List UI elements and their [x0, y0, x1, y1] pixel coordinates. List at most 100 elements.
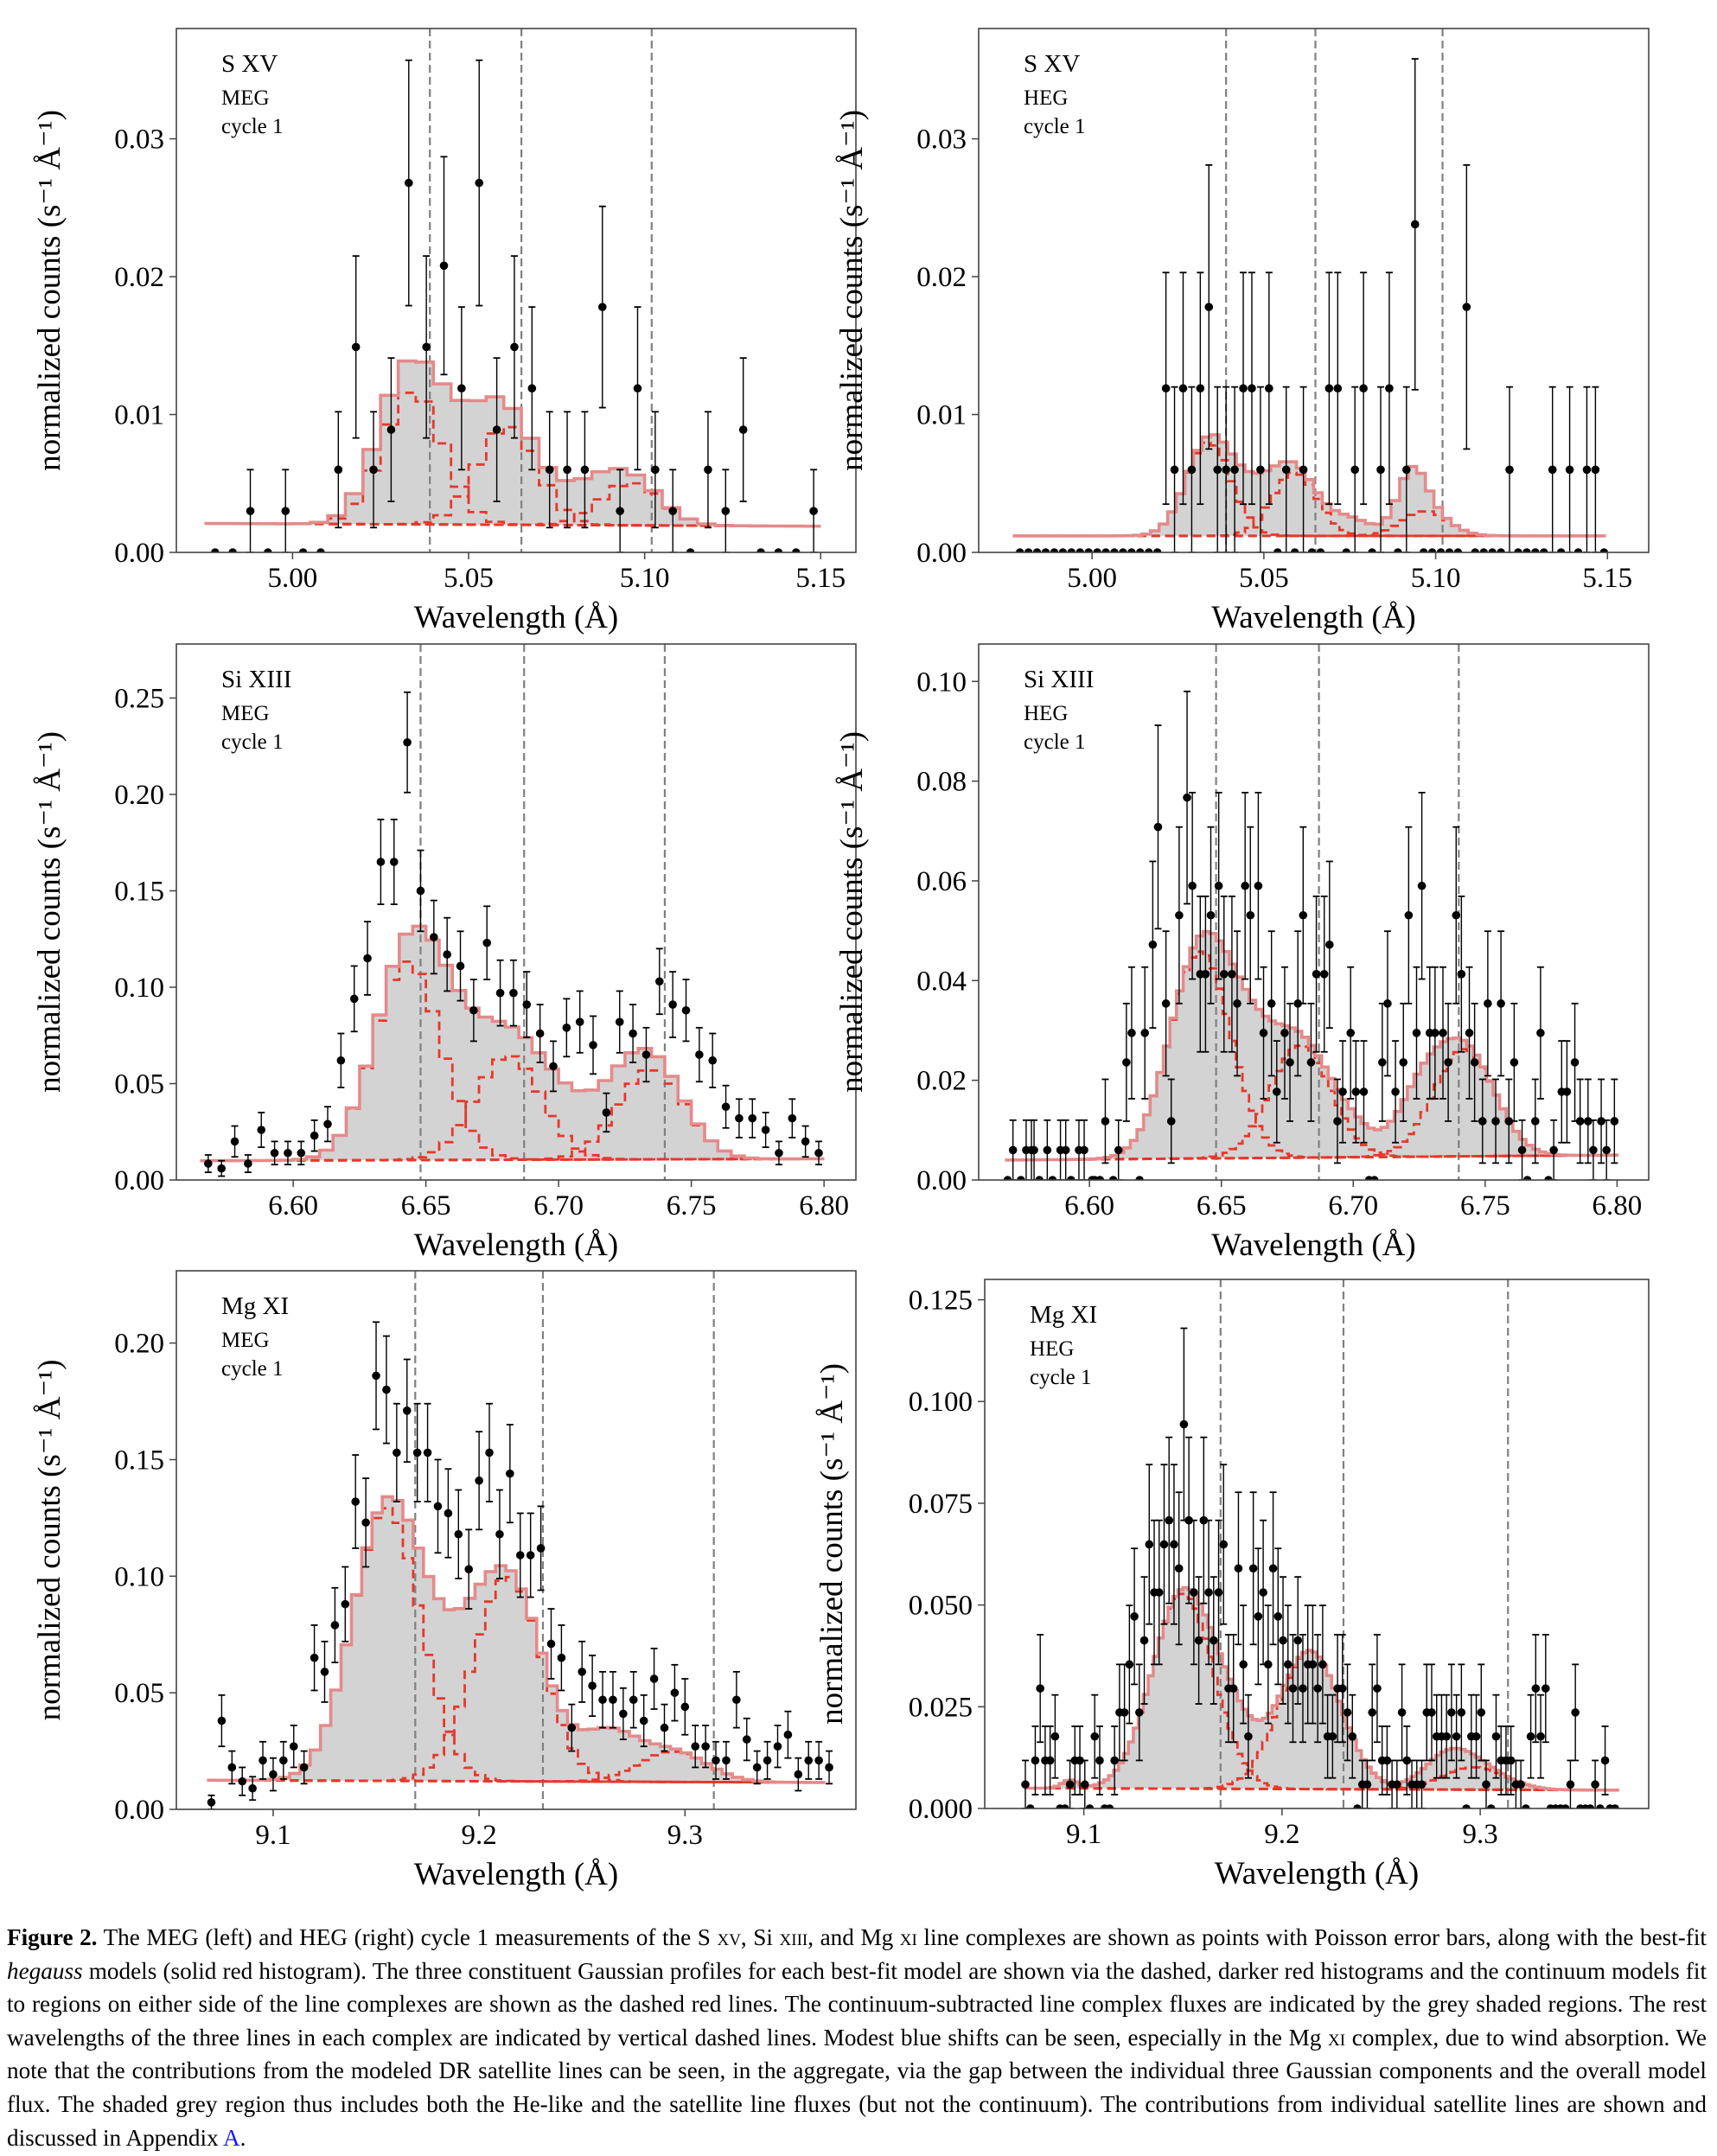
- data-point: [386, 425, 396, 434]
- line-flux-fill: [200, 926, 825, 1161]
- y-tick-label: 0.15: [114, 876, 164, 907]
- data-point: [1308, 1660, 1318, 1669]
- data-point: [1288, 1684, 1298, 1693]
- data-point: [535, 1029, 545, 1038]
- data-point: [522, 1000, 532, 1009]
- data-point: [546, 1639, 556, 1649]
- data-point: [1439, 1029, 1447, 1037]
- data-point: [1402, 465, 1411, 475]
- data-point: [299, 1763, 309, 1772]
- data-point: [1479, 548, 1489, 552]
- data-point: [1095, 1176, 1105, 1180]
- data-point: [1368, 1708, 1376, 1717]
- data-point: [545, 465, 554, 475]
- data-point: [404, 178, 413, 188]
- data-point: [1530, 1117, 1540, 1126]
- data-point: [376, 858, 386, 866]
- data-point: [1187, 465, 1197, 475]
- x-tick-label: 6.65: [401, 1190, 451, 1222]
- data-point: [1536, 1732, 1545, 1741]
- data-point: [1325, 940, 1334, 949]
- data-point: [1035, 1176, 1044, 1180]
- data-point: [1280, 1029, 1289, 1037]
- data-point: [1015, 548, 1024, 552]
- data-point: [1273, 548, 1282, 552]
- data-point: [351, 1497, 361, 1506]
- plot-area: [1021, 1279, 1619, 1808]
- data-point: [1105, 1804, 1114, 1808]
- data-point: [1008, 1145, 1018, 1155]
- data-point: [1544, 1176, 1553, 1180]
- total-model-histogram: [200, 924, 825, 1163]
- data-point: [423, 1448, 432, 1458]
- data-point: [668, 1000, 677, 1009]
- data-point: [1394, 548, 1402, 552]
- plot-area: [1012, 29, 1609, 552]
- data-point: [1036, 1684, 1044, 1693]
- data-point: [804, 1756, 814, 1765]
- data-point: [1382, 1756, 1392, 1765]
- data-point: [1120, 1708, 1129, 1717]
- data-point: [1244, 1732, 1253, 1741]
- data-point: [563, 465, 571, 475]
- x-tick-label: 5.15: [1582, 563, 1632, 594]
- data-point: [735, 1113, 744, 1123]
- appendix-link[interactable]: A: [222, 2124, 240, 2151]
- data-point: [464, 1565, 474, 1574]
- data-point: [1214, 1588, 1223, 1597]
- y-tick-label: 0.050: [909, 1591, 973, 1622]
- data-point: [1338, 1088, 1347, 1096]
- data-point: [422, 342, 431, 352]
- data-point: [1159, 1540, 1169, 1549]
- data-point: [1373, 1684, 1382, 1693]
- data-point: [289, 1742, 298, 1751]
- data-point: [382, 1385, 391, 1394]
- data-point: [536, 1544, 546, 1553]
- data-point: [1119, 548, 1127, 552]
- data-point: [1316, 548, 1325, 552]
- total-model-histogram: [207, 1495, 826, 1784]
- data-point: [742, 1735, 751, 1744]
- data-point: [1359, 1088, 1369, 1096]
- data-point: [1306, 1058, 1316, 1067]
- grating-label: MEG: [221, 86, 270, 110]
- data-point: [361, 1518, 370, 1528]
- chart-svg: 9.1 9.2 9.3 0.000 0.025 0.050 0.075 0.100 0.125 W…: [814, 1279, 1650, 1891]
- data-point: [1067, 548, 1076, 552]
- data-point: [1436, 548, 1446, 552]
- data-point: [1101, 1117, 1110, 1126]
- caption-text: models (solid red histogram). The three …: [7, 1957, 1707, 2051]
- x-tick-label: 5.10: [620, 563, 670, 594]
- data-point: [1531, 1684, 1541, 1693]
- total-model-histogram: [1012, 433, 1606, 538]
- panel-sixiii-meg: 6.60 6.65 6.70 6.75 6.80 0.00 0.05 0.10 0.15 0.20…: [0, 631, 858, 1263]
- data-point: [1504, 1117, 1514, 1126]
- data-point: [1204, 303, 1214, 311]
- data-point: [444, 1509, 453, 1518]
- data-point: [1584, 1117, 1593, 1126]
- data-point: [1213, 465, 1222, 475]
- data-point: [1140, 1029, 1150, 1037]
- data-point: [1541, 1684, 1550, 1693]
- data-point: [1179, 1419, 1189, 1429]
- data-point: [1021, 1780, 1030, 1789]
- data-point: [1058, 548, 1068, 552]
- data-point: [1470, 1058, 1479, 1067]
- data-point: [1526, 1732, 1535, 1741]
- data-point: [210, 548, 220, 552]
- data-point: [454, 1529, 463, 1539]
- panel-sxv-meg: 5.00 5.05 5.10 5.15 0.00 0.01 0.02 0.03 Waveleng…: [0, 0, 858, 635]
- data-point: [1610, 1117, 1619, 1126]
- data-point: [732, 1695, 741, 1705]
- data-point: [1462, 303, 1471, 311]
- data-point: [1346, 1029, 1356, 1037]
- data-point: [1148, 940, 1158, 949]
- data-point: [695, 1050, 704, 1059]
- data-point: [1351, 1088, 1361, 1096]
- y-tick-label: 0.00: [114, 1795, 164, 1826]
- data-point: [1017, 1176, 1025, 1180]
- panel-sxv-heg: 5.00 5.05 5.10 5.15 0.00 0.01 0.02 0.03 Waveleng…: [834, 0, 1717, 635]
- data-point: [738, 425, 748, 434]
- data-point: [654, 977, 664, 986]
- x-axis-label: Wavelength (Å): [414, 600, 618, 635]
